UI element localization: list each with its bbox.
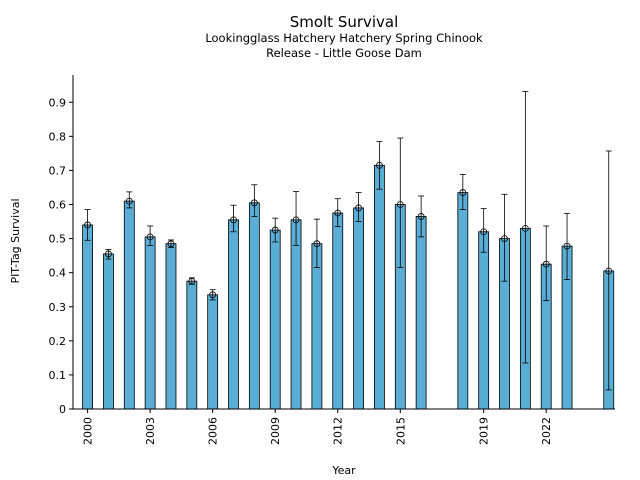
y-tick-label: 0.3 <box>49 301 67 314</box>
marker-2004 <box>167 240 175 248</box>
x-tick-label: 2006 <box>207 417 220 445</box>
bar-2012 <box>332 212 344 410</box>
marker-2001 <box>105 250 112 258</box>
x-tick-label: 2000 <box>82 417 95 445</box>
marker-2010 <box>292 216 300 224</box>
marker-2006 <box>209 291 217 299</box>
chart-subtitle-line-2: Release - Little Goose Dam <box>266 46 422 60</box>
marker-2011 <box>313 240 321 248</box>
x-tick-label: 2015 <box>394 417 407 445</box>
marker-2016 <box>417 213 425 220</box>
marker-2023 <box>563 242 571 250</box>
bar-2001 <box>103 253 114 410</box>
bar-2018 <box>457 192 469 410</box>
y-tick-label: 0.5 <box>49 233 67 246</box>
marker-series <box>84 161 613 299</box>
marker-2005 <box>188 277 196 285</box>
bar-series <box>82 164 615 410</box>
bar-2011 <box>311 243 323 410</box>
y-tick-label: 0.4 <box>49 267 67 280</box>
marker-2022 <box>542 260 550 268</box>
bar-2005 <box>186 280 198 410</box>
bar-2016 <box>415 216 427 410</box>
bar-2008 <box>248 202 260 410</box>
y-axis-ticks: 0 0.1 0.2 0.3 0.4 0.5 0.6 0.7 0.8 0.9 <box>49 96 73 416</box>
bar-2002 <box>123 200 135 410</box>
bar-2003 <box>144 236 156 410</box>
bar-2006 <box>207 294 219 410</box>
bar-2004 <box>165 243 177 410</box>
bar-2000 <box>82 224 93 410</box>
y-tick-label: 0.6 <box>49 199 67 212</box>
marker-2002 <box>125 197 133 205</box>
marker-2019 <box>480 228 488 236</box>
marker-2000 <box>84 221 91 229</box>
x-tick-label: 2009 <box>269 417 282 445</box>
y-tick-label: 0.9 <box>49 96 67 109</box>
marker-2014 <box>376 161 383 169</box>
marker-2008 <box>250 199 258 207</box>
x-tick-label: 2012 <box>332 417 345 445</box>
chart-title: Smolt Survival <box>290 13 399 31</box>
x-axis-ticks: 2000 2003 2006 2009 2012 2015 2019 2022 <box>82 409 553 445</box>
marker-2007 <box>230 216 237 224</box>
y-tick-label: 0.8 <box>49 130 67 143</box>
bar-2007 <box>228 219 239 410</box>
marker-2021 <box>521 224 529 232</box>
error-bar-series <box>84 90 612 391</box>
bar-2009 <box>269 229 281 410</box>
bar-2013 <box>353 207 364 410</box>
bar-2010 <box>290 219 302 410</box>
x-tick-label: 2003 <box>144 417 157 445</box>
chart-subtitle-line-1: Lookingglass Hatchery Hatchery Spring Ch… <box>205 31 483 45</box>
bar-2014 <box>374 164 385 410</box>
marker-2012 <box>334 209 342 217</box>
y-tick-label: 0 <box>59 403 66 416</box>
x-tick-label: 2022 <box>540 417 553 445</box>
marker-2020 <box>501 235 508 242</box>
y-tick-label: 0.1 <box>49 369 67 382</box>
marker-2015 <box>396 201 404 208</box>
x-tick-label: 2019 <box>478 417 491 445</box>
y-tick-label: 0.7 <box>49 164 67 177</box>
y-tick-label: 0.2 <box>49 335 67 348</box>
marker-2013 <box>355 204 362 212</box>
y-axis-label: PIT-Tag Survival <box>9 198 22 283</box>
x-axis-label: Year <box>331 464 356 477</box>
marker-2009 <box>271 226 279 234</box>
marker-2025 <box>605 267 613 275</box>
bar-2019 <box>478 231 490 410</box>
marker-2003 <box>146 233 154 241</box>
marker-2018 <box>459 189 467 196</box>
